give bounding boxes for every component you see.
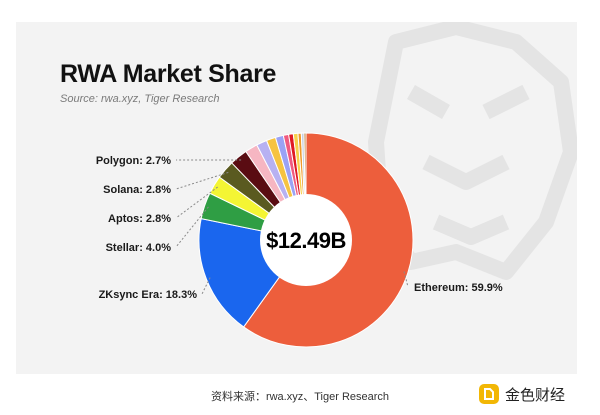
chart-card: RWA Market Share Source: rwa.xyz, Tiger … (16, 22, 577, 374)
slice-label-ethereum: Ethereum: 59.9% (414, 282, 503, 294)
chart-title: RWA Market Share (60, 60, 277, 88)
center-total-label: $12.49B (266, 228, 346, 253)
slice-label-solana: Solana: 2.8% (103, 184, 171, 196)
donut-hole (260, 194, 352, 286)
chart-source: Source: rwa.xyz, Tiger Research (60, 93, 220, 105)
brand-logo: 金色财经 (478, 383, 565, 405)
footer-caption: 资料来源：rwa.xyz、Tiger Research (210, 391, 390, 403)
golden-finance-logo-icon (479, 384, 499, 404)
brand-name: 金色财经 (505, 385, 566, 404)
leader-line-zksync-era (201, 277, 211, 295)
slice-label-aptos: Aptos: 2.8% (108, 213, 171, 225)
slice-label-polygon: Polygon: 2.7% (96, 155, 171, 167)
donut-chart: $12.49B Ethereum: 59.9% ZKsync Era: 18.3%… (96, 132, 503, 348)
slice-label-zksync-era: ZKsync Era: 18.3% (99, 289, 198, 301)
slice-label-stellar: Stellar: 4.0% (106, 242, 172, 254)
leader-line-ethereum (403, 271, 409, 288)
leader-line-solana (175, 171, 229, 190)
leader-line-aptos (175, 186, 218, 219)
leader-line-stellar (175, 206, 209, 248)
